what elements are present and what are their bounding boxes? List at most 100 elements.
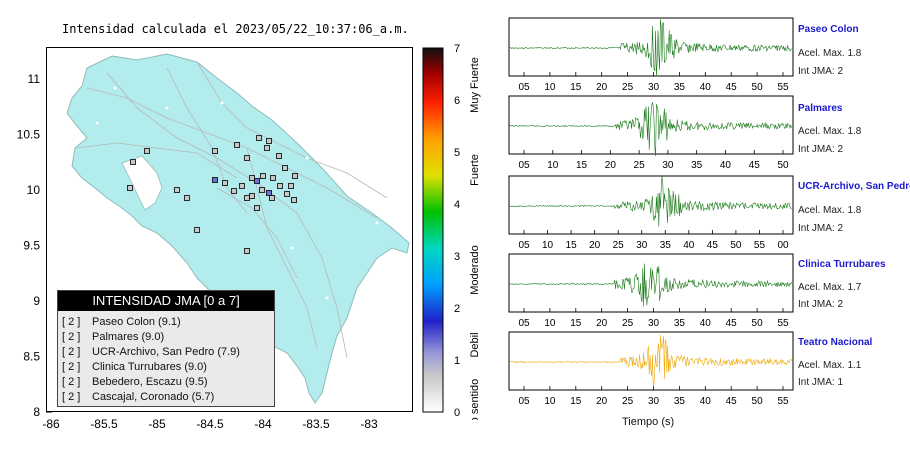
colorbar-tick-label: 4	[454, 199, 460, 211]
x-tick-label: -84	[254, 417, 272, 431]
legend-item: [ 2 ] Bebedero, Escazu (9.5)	[62, 376, 208, 388]
time-tick-label: 15	[570, 318, 582, 329]
station-marker-level2	[266, 190, 272, 196]
waveform-panel: 05 10 15 20 25 30 35 40 45 50 55	[508, 331, 794, 407]
station-marker	[264, 145, 270, 151]
time-tick-label: 30	[636, 240, 648, 251]
acel-max: Acel. Max. 1.8	[798, 48, 862, 59]
intensity-map[interactable]: INTENSIDAD JMA [0 a 7] [ 2 ] Paseo Colon …	[46, 47, 413, 412]
x-tick-label: -84.5	[196, 417, 224, 431]
time-tick-label: 25	[613, 240, 625, 251]
time-tick-label: 55	[777, 396, 789, 407]
station-marker	[130, 159, 136, 165]
int-jma: Int JMA: 1	[798, 377, 844, 388]
colorbar-tick-label: 1	[454, 355, 460, 367]
time-tick-label: 40	[700, 396, 712, 407]
svg-text:Fuerte: Fuerte	[469, 154, 481, 186]
time-tick-label: 10	[544, 396, 556, 407]
time-tick-label: 50	[752, 318, 764, 329]
y-tick-label: 9	[33, 294, 40, 308]
time-tick-label: 00	[777, 240, 789, 251]
time-tick-label: 10	[542, 240, 554, 251]
station-marker	[249, 175, 255, 181]
waveform-frame	[508, 253, 794, 313]
station-marker	[239, 183, 245, 189]
costa-rica-map	[66, 53, 410, 404]
colorbar-label: Moderado	[469, 245, 481, 295]
y-tick-label: 9.5	[23, 239, 40, 253]
station-marker	[144, 148, 150, 154]
station-name: Clinica Turrubares	[798, 259, 886, 270]
time-tick-label: 35	[674, 318, 686, 329]
time-tick-label: 40	[720, 160, 732, 171]
x-tick-label: -83.5	[302, 417, 330, 431]
y-tick-label: 11	[28, 72, 41, 86]
waveform-trace	[509, 19, 792, 77]
colorbar-gradient	[422, 47, 444, 413]
waveform-frame	[508, 331, 794, 391]
station-marker	[292, 173, 298, 179]
time-tick-label: 50	[752, 396, 764, 407]
station-marker	[266, 138, 272, 144]
time-tick-label: 30	[662, 160, 674, 171]
svg-text:Debil: Debil	[469, 332, 481, 357]
station-marker	[231, 188, 237, 194]
acel-max: Acel. Max. 1.8	[798, 126, 862, 137]
waveform-panel: 05 10 15 20 25 30 35 40 45 50 55	[508, 253, 794, 329]
station-marker	[184, 195, 190, 201]
time-tick-label: 50	[730, 240, 742, 251]
station-marker	[282, 165, 288, 171]
time-tick-label: 35	[674, 82, 686, 93]
time-tick-label: 20	[605, 160, 617, 171]
acel-max: Acel. Max. 1.7	[798, 282, 862, 293]
colorbar-ticks: 7 6 5 4 3 2 1 0	[454, 43, 460, 419]
station-marker	[174, 187, 180, 193]
time-tick-label: 45	[707, 240, 719, 251]
station-marker	[291, 197, 297, 203]
x-tick-label: -85	[148, 417, 166, 431]
time-tick-label: 50	[777, 160, 789, 171]
svg-text:Moderado: Moderado	[469, 245, 481, 295]
waveform-panel: 05 10 15 20 25 30 35 40 45 50	[508, 95, 794, 171]
time-tick-label: 40	[700, 82, 712, 93]
station-marker	[256, 135, 262, 141]
station-marker	[234, 142, 240, 148]
city-dots	[95, 86, 379, 350]
time-tick-label: 30	[648, 396, 660, 407]
station-markers	[127, 135, 298, 254]
waveform-frame	[508, 175, 794, 235]
colorbar-label: Muy Fuerte	[469, 57, 481, 113]
station-name: Teatro Nacional	[798, 337, 873, 348]
legend-title: INTENSIDAD JMA [0 a 7]	[58, 291, 274, 311]
legend-item: [ 2 ] Paseo Colon (9.1)	[62, 316, 181, 328]
svg-text:Muy Fuerte: Muy Fuerte	[469, 57, 481, 113]
station-marker	[194, 227, 200, 233]
legend-item: [ 2 ] Palmares (9.0)	[62, 331, 165, 343]
station-marker	[244, 155, 250, 161]
map-title: Intensidad calculada el 2023/05/22_10:37…	[62, 22, 409, 36]
time-tick-label: 25	[622, 396, 634, 407]
time-tick-label: 45	[726, 318, 738, 329]
station-marker	[288, 183, 294, 189]
y-tick-label: 8.5	[23, 350, 40, 364]
time-tick-label: 20	[589, 240, 601, 251]
time-tick-label: 10	[544, 318, 556, 329]
time-tick-label: 25	[622, 82, 634, 93]
time-tick-label: 05	[518, 82, 530, 93]
time-tick-label: 20	[596, 318, 608, 329]
colorbar-tick-label: 3	[454, 251, 460, 263]
station-name: Paseo Colon	[798, 24, 859, 35]
y-tick-label: 10.5	[17, 128, 41, 142]
waveform-panel: 05 10 15 20 25 30 35 40 45 50 55 00	[508, 175, 794, 251]
time-tick-label: 10	[547, 160, 559, 171]
time-tick-label: 15	[566, 240, 578, 251]
svg-text:No sentido: No sentido	[469, 379, 481, 420]
colorbar-labels: Muy Fuerte Fuerte Moderado Debil No sentido	[469, 57, 481, 420]
station-marker	[222, 180, 228, 186]
time-tick-label: 35	[660, 240, 672, 251]
station-marker	[254, 205, 260, 211]
station-name: Palmares	[798, 103, 843, 114]
colorbar-tick-label: 7	[454, 43, 460, 55]
station-marker	[244, 248, 250, 254]
station-marker-level2	[212, 177, 218, 183]
